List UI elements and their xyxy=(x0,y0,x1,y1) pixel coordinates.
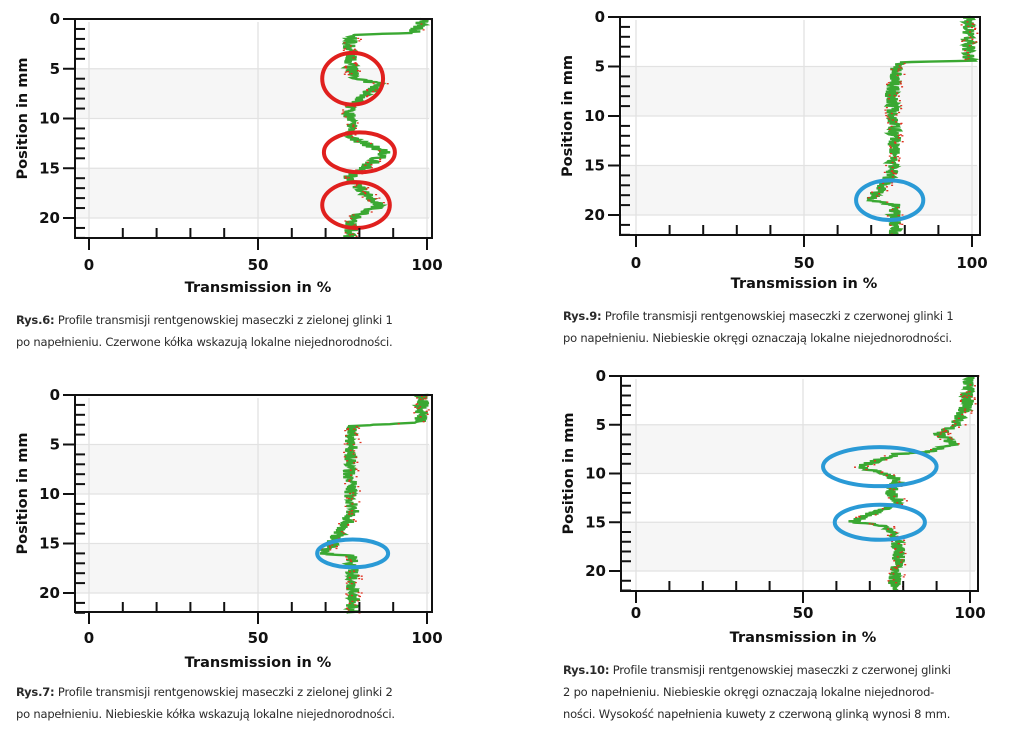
caption-text: Profile transmisji rentgenowskiej masecz… xyxy=(612,663,951,677)
annotation-ellipse xyxy=(854,178,926,222)
caption-rys6: Rys.6: Profile transmisji rentgenowskiej… xyxy=(16,309,446,353)
caption-text: ności. Wysokość napełnienia kuwety z cze… xyxy=(563,707,951,721)
x-tick-label: 100 xyxy=(411,629,442,647)
x-tick-label: 0 xyxy=(84,629,94,647)
x-tick-label: 50 xyxy=(793,604,814,622)
annotation-ellipse xyxy=(315,537,391,570)
y-tick-label: 0 xyxy=(596,367,606,385)
caption-rys7: Rys.7: Profile transmisji rentgenowskiej… xyxy=(16,681,446,725)
y-axis-title: Position in mm xyxy=(15,433,31,555)
plot-band xyxy=(623,424,976,474)
x-tick-label: 100 xyxy=(956,254,987,272)
chart-rys6: 0 5 10 15 20 0 50 100 Transmission in % Position … xyxy=(15,10,443,296)
plot-band xyxy=(622,66,978,116)
x-axis-title: Transmission in % xyxy=(185,655,332,671)
x-tick-label: 50 xyxy=(794,254,815,272)
annotation-ellipse xyxy=(321,130,397,175)
profile-line xyxy=(318,393,430,614)
plot-band xyxy=(77,168,430,218)
y-tick-label: 5 xyxy=(50,436,60,454)
y-axis-title: Position in mm xyxy=(560,55,576,177)
y-tick-label: 0 xyxy=(50,10,60,28)
y-axis-title: Position in mm xyxy=(15,58,31,180)
caption-rys9: Rys.9: Profile transmisji rentgenowskiej… xyxy=(563,305,1013,349)
caption-text: po napełnieniu. Niebieskie okręgi oznacz… xyxy=(563,331,952,345)
x-tick-label: 100 xyxy=(954,604,985,622)
y-tick-label: 20 xyxy=(585,562,606,580)
y-tick-label: 15 xyxy=(39,159,60,177)
y-tick-label: 5 xyxy=(50,60,60,78)
caption-rys10: Rys.10: Profile transmisji rentgenowskie… xyxy=(563,659,1013,725)
annotation-ellipse xyxy=(320,180,392,230)
x-tick-label: 50 xyxy=(248,256,269,274)
profile-line xyxy=(340,17,431,240)
caption-label: Rys.9: xyxy=(563,309,602,323)
y-tick-label: 15 xyxy=(585,513,606,531)
plot-band xyxy=(77,543,430,593)
caption-text: po napełnieniu. Niebieskie kółka wskazuj… xyxy=(16,707,395,721)
caption-text: 2 po napełnieniu. Niebieskie okręgi ozna… xyxy=(563,685,935,699)
y-tick-label: 15 xyxy=(39,535,60,553)
x-axis-title: Transmission in % xyxy=(185,280,332,296)
caption-label: Rys.7: xyxy=(16,685,55,699)
caption-text: Profile transmisji rentgenowskiej masecz… xyxy=(57,313,393,327)
caption-text: Profile transmisji rentgenowskiej masecz… xyxy=(604,309,954,323)
y-tick-label: 10 xyxy=(39,485,60,503)
caption-text: Profile transmisji rentgenowskiej masecz… xyxy=(57,685,393,699)
y-tick-label: 20 xyxy=(39,209,60,227)
y-tick-label: 5 xyxy=(595,58,605,76)
x-tick-label: 50 xyxy=(248,629,269,647)
caption-label: Rys.10: xyxy=(563,663,610,677)
chart-rys10: 0 5 10 15 20 0 50 100 Transmission in % Position … xyxy=(561,367,986,646)
annotation-ellipse xyxy=(821,445,939,489)
x-tick-label: 0 xyxy=(631,604,641,622)
y-tick-label: 5 xyxy=(596,416,606,434)
x-tick-label: 100 xyxy=(411,256,442,274)
chart-rys7: 0 5 10 15 20 0 50 100 Transmission in % Position … xyxy=(15,386,443,671)
y-tick-label: 10 xyxy=(585,465,606,483)
x-axis-title: Transmission in % xyxy=(730,630,877,646)
y-axis-title: Position in mm xyxy=(561,413,577,535)
y-tick-label: 20 xyxy=(39,584,60,602)
plot-band xyxy=(622,165,978,215)
x-tick-label: 0 xyxy=(631,254,641,272)
plot-band xyxy=(77,444,430,494)
x-axis-title: Transmission in % xyxy=(731,276,878,292)
y-tick-label: 10 xyxy=(584,107,605,125)
caption-label: Rys.6: xyxy=(16,313,55,327)
y-tick-label: 20 xyxy=(584,206,605,224)
profile-line xyxy=(866,15,980,236)
y-tick-label: 0 xyxy=(595,8,605,26)
caption-text: po napełnieniu. Czerwone kółka wskazują … xyxy=(16,335,393,349)
y-tick-label: 0 xyxy=(50,386,60,404)
chart-rys9: 0 5 10 15 20 0 50 100 Transmission in % Position … xyxy=(560,8,988,292)
x-tick-label: 0 xyxy=(84,256,94,274)
y-tick-label: 10 xyxy=(39,110,60,128)
annotation-ellipse xyxy=(320,50,386,107)
annotation-ellipse xyxy=(832,502,927,542)
y-tick-label: 15 xyxy=(584,157,605,175)
